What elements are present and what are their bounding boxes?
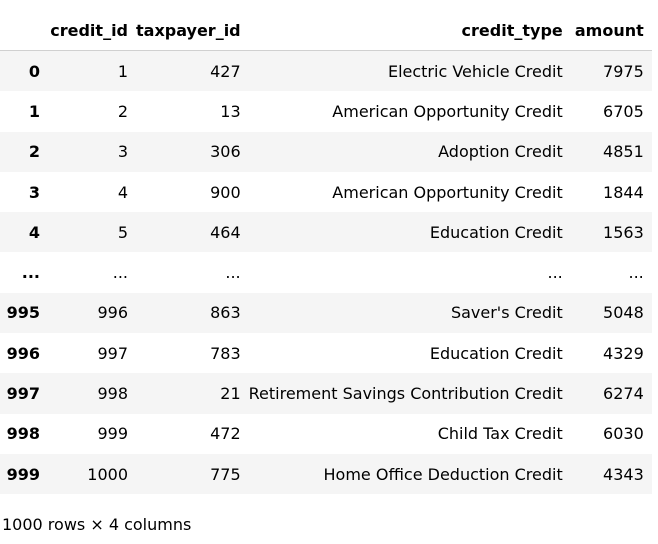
table-row: 997 998 21 Retirement Savings Contributi…: [0, 373, 652, 414]
cell-amount: 6705: [603, 101, 644, 121]
cell-amount: 1844: [603, 182, 644, 202]
cell-taxpayer-id: 306: [210, 142, 241, 162]
table-row: 1 2 13 American Opportunity Credit 6705: [0, 91, 652, 132]
cell-credit-id: 999: [97, 424, 128, 444]
cell-taxpayer-id: 427: [210, 61, 241, 81]
cell-credit-type: Home Office Deduction Credit: [323, 464, 563, 484]
row-index: 999: [6, 464, 40, 484]
cell-credit-id: 996: [97, 303, 128, 323]
table-row: 0 1 427 Electric Vehicle Credit 7975: [0, 50, 652, 92]
cell-taxpayer-id: ...: [225, 263, 241, 283]
row-index: 995: [6, 303, 40, 323]
cell-amount: 6030: [603, 424, 644, 444]
cell-credit-id: 1000: [87, 464, 128, 484]
cell-credit-id: 2: [117, 101, 128, 121]
cell-credit-type: Education Credit: [429, 222, 563, 242]
ellipsis-row: ... ... ... ... ...: [0, 252, 652, 293]
column-header-taxpayer-id: taxpayer_id: [136, 10, 249, 51]
cell-credit-type: Retirement Savings Contribution Credit: [248, 384, 563, 404]
cell-credit-id: 998: [97, 384, 128, 404]
row-index: 998: [6, 424, 40, 444]
cell-amount: 6274: [603, 384, 644, 404]
table-header-row: credit_id taxpayer_id credit_type amount: [0, 10, 652, 51]
row-index: 3: [28, 182, 40, 202]
cell-credit-type: Adoption Credit: [438, 142, 563, 162]
row-index: 0: [28, 61, 40, 81]
cell-amount: 5048: [603, 303, 644, 323]
cell-credit-type: Child Tax Credit: [437, 424, 563, 444]
dataframe-table: credit_id taxpayer_id credit_type amount…: [0, 10, 652, 495]
cell-credit-type: Electric Vehicle Credit: [387, 61, 563, 81]
row-index: 1: [28, 101, 40, 121]
dataframe-shape-text: 1000 rows × 4 columns: [2, 515, 192, 534]
cell-credit-id: 5: [117, 222, 128, 242]
index-header: [0, 10, 48, 51]
table-row: 996 997 783 Education Credit 4329: [0, 333, 652, 374]
cell-amount: 1563: [603, 222, 644, 242]
row-index: 997: [6, 384, 40, 404]
cell-taxpayer-id: 863: [210, 303, 241, 323]
cell-credit-type: American Opportunity Credit: [332, 101, 563, 121]
cell-credit-id: 4: [117, 182, 128, 202]
cell-taxpayer-id: 472: [210, 424, 241, 444]
table-row: 999 1000 775 Home Office Deduction Credi…: [0, 453, 652, 495]
row-index: 996: [6, 343, 40, 363]
cell-credit-type: Education Credit: [429, 343, 563, 363]
cell-credit-type: ...: [547, 263, 563, 283]
cell-amount: ...: [628, 263, 644, 283]
cell-credit-id: 1: [117, 61, 128, 81]
cell-amount: 7975: [603, 61, 644, 81]
row-index: 2: [28, 142, 40, 162]
cell-taxpayer-id: 464: [210, 222, 241, 242]
table-row: 3 4 900 American Opportunity Credit 1844: [0, 171, 652, 213]
cell-credit-id: 997: [97, 343, 128, 363]
column-header-credit-id: credit_id: [48, 10, 136, 51]
cell-amount: 4343: [603, 464, 644, 484]
cell-credit-id: 3: [117, 142, 128, 162]
row-index: 4: [28, 222, 40, 242]
cell-taxpayer-id: 21: [220, 384, 241, 404]
cell-credit-type: Saver's Credit: [450, 303, 563, 323]
row-index: ...: [21, 263, 40, 283]
table-row: 995 996 863 Saver's Credit 5048: [0, 292, 652, 334]
column-header-amount: amount: [570, 10, 652, 51]
cell-credit-id: ...: [112, 263, 128, 283]
cell-taxpayer-id: 775: [210, 464, 241, 484]
cell-amount: 4851: [603, 142, 644, 162]
table-row: 2 3 306 Adoption Credit 4851: [0, 131, 652, 172]
cell-credit-type: American Opportunity Credit: [332, 182, 563, 202]
cell-taxpayer-id: 900: [210, 182, 241, 202]
table-row: 998 999 472 Child Tax Credit 6030: [0, 413, 652, 454]
column-header-credit-type: credit_type: [248, 10, 571, 51]
cell-taxpayer-id: 783: [210, 343, 241, 363]
table-row: 4 5 464 Education Credit 1563: [0, 212, 652, 253]
cell-taxpayer-id: 13: [220, 101, 241, 121]
cell-amount: 4329: [603, 343, 644, 363]
